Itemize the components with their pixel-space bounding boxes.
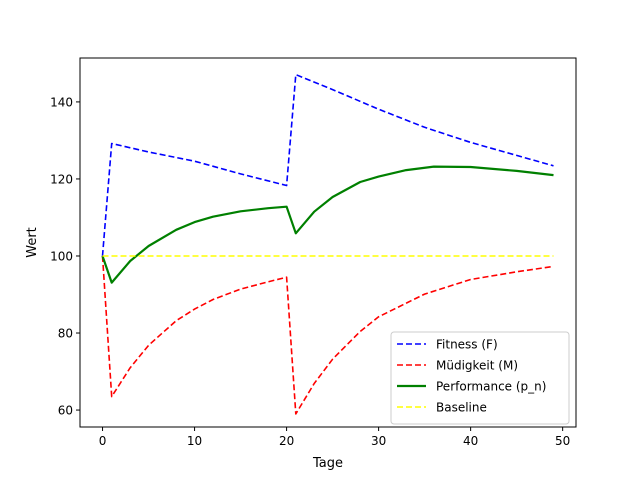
axes-frame (79, 57, 577, 428)
x-tick-label: 40 (463, 434, 478, 448)
legend-label-m-digkeit-m: Müdigkeit (M) (436, 359, 518, 373)
y-tick-label: 60 (58, 404, 73, 418)
x-tick-label: 0 (99, 434, 107, 448)
series-line-performance-p-n (101, 165, 554, 284)
y-tick-label: 140 (50, 95, 73, 109)
series-line-m-digkeit-m (101, 255, 554, 415)
legend-box (390, 331, 570, 425)
legend-label-baseline: Baseline (436, 401, 487, 415)
series-layer (101, 73, 554, 415)
x-tick-label: 20 (279, 434, 294, 448)
y-tick-label: 120 (50, 172, 73, 186)
legend-label-fitness-f: Fitness (F) (436, 338, 498, 352)
y-tick-label: 80 (58, 327, 73, 341)
x-axis-label: Tage (312, 456, 343, 471)
x-tick-label: 50 (555, 434, 570, 448)
y-tick-label: 100 (50, 249, 73, 263)
legend-label-performance-p-n: Performance (p_n) (436, 380, 546, 394)
y-axis-label: Wert (25, 227, 40, 258)
axes-layer: 0 10 20 30 40 50 60 80 100 120 140 (50, 57, 577, 448)
x-tick-label: 10 (187, 434, 202, 448)
x-tick-label: 30 (371, 434, 386, 448)
legend: Fitness (F) Müdigkeit (M) Performance (p_n… (390, 331, 570, 425)
